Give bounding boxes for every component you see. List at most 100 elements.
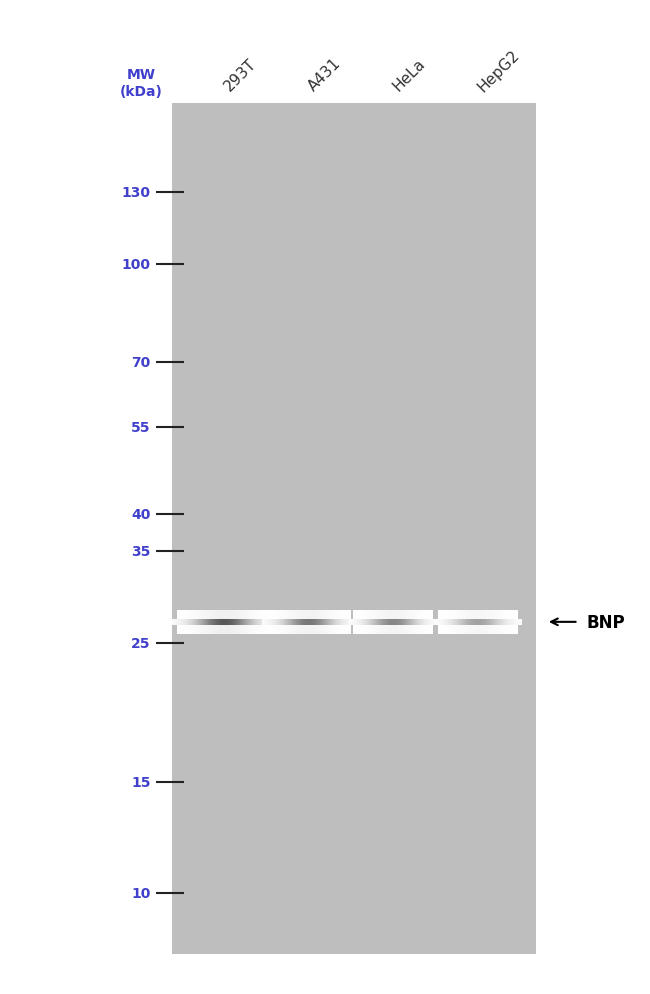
Bar (299, 610, 300, 634)
Bar (239, 610, 240, 634)
Bar (269, 610, 270, 634)
Bar (257, 610, 258, 634)
Bar (406, 610, 408, 634)
Text: BNP: BNP (586, 613, 625, 631)
Bar (291, 610, 292, 634)
Bar (333, 610, 334, 634)
Bar (408, 610, 409, 634)
Bar (460, 610, 462, 634)
Bar (183, 610, 184, 634)
Bar (344, 610, 345, 634)
Bar (389, 610, 391, 634)
Bar (382, 610, 384, 634)
Bar (310, 610, 311, 634)
Bar (334, 610, 335, 634)
Bar (246, 610, 248, 634)
Bar (466, 610, 467, 634)
Bar (322, 610, 323, 634)
Bar (493, 610, 494, 634)
Bar (313, 610, 315, 634)
Bar (240, 610, 242, 634)
Bar (379, 610, 380, 634)
Bar (324, 610, 326, 634)
Bar (221, 610, 222, 634)
Bar (269, 610, 270, 634)
Bar (343, 610, 344, 634)
Bar (403, 610, 404, 634)
Bar (350, 610, 351, 634)
Bar (514, 610, 515, 634)
Bar (420, 610, 421, 634)
Bar (380, 610, 381, 634)
Bar (349, 610, 350, 634)
Bar (394, 610, 395, 634)
Bar (397, 610, 398, 634)
Bar (268, 610, 269, 634)
Bar (317, 610, 318, 634)
Bar (499, 610, 500, 634)
Bar (432, 610, 433, 634)
Text: 40: 40 (131, 508, 151, 522)
Bar (194, 610, 196, 634)
Bar (222, 610, 223, 634)
Bar (213, 610, 215, 634)
Bar (279, 610, 280, 634)
Bar (381, 610, 382, 634)
Bar (308, 610, 309, 634)
Bar (459, 610, 460, 634)
Bar (225, 610, 226, 634)
Bar (359, 610, 360, 634)
Bar (265, 610, 266, 634)
Bar (271, 610, 272, 634)
Bar (276, 610, 277, 634)
Bar (419, 610, 420, 634)
Bar (485, 610, 486, 634)
Bar (404, 610, 405, 634)
Bar (316, 610, 317, 634)
Bar (208, 610, 209, 634)
Bar (482, 610, 483, 634)
Bar (290, 610, 291, 634)
Bar (503, 610, 504, 634)
Bar (473, 610, 474, 634)
Bar (374, 610, 375, 634)
Bar (220, 610, 221, 634)
Bar (375, 610, 376, 634)
Bar (418, 610, 419, 634)
Bar (224, 610, 225, 634)
Bar (360, 610, 361, 634)
Bar (494, 610, 495, 634)
Bar (430, 610, 432, 634)
Bar (280, 610, 281, 634)
Bar (237, 610, 238, 634)
Bar (254, 610, 255, 634)
Bar (301, 610, 302, 634)
Bar (447, 610, 448, 634)
Bar (448, 610, 449, 634)
Bar (340, 610, 341, 634)
Bar (320, 610, 321, 634)
Bar (297, 610, 298, 634)
Bar (468, 610, 469, 634)
Bar (234, 610, 235, 634)
Bar (362, 610, 363, 634)
Bar (260, 610, 261, 634)
Bar (253, 610, 254, 634)
Bar (376, 610, 377, 634)
Bar (455, 610, 456, 634)
Bar (238, 610, 239, 634)
Bar (504, 610, 506, 634)
Bar (512, 610, 513, 634)
Bar (489, 610, 490, 634)
Bar (478, 610, 479, 634)
Bar (442, 610, 443, 634)
Text: 15: 15 (131, 775, 151, 789)
Bar (405, 610, 406, 634)
Bar (416, 610, 417, 634)
Bar (452, 610, 453, 634)
Bar (229, 610, 230, 634)
Bar (426, 610, 428, 634)
Bar (475, 610, 476, 634)
Bar (446, 610, 447, 634)
Bar (356, 610, 357, 634)
